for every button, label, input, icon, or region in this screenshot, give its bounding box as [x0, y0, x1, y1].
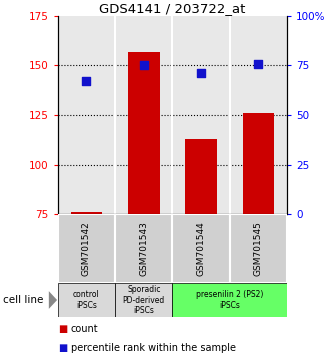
Text: GSM701544: GSM701544 [197, 221, 206, 276]
Text: GSM701545: GSM701545 [254, 221, 263, 276]
Bar [173, 283, 287, 317]
Bar [243, 113, 274, 214]
Text: GSM701542: GSM701542 [82, 221, 91, 276]
Text: GSM701543: GSM701543 [139, 221, 148, 276]
Text: ■: ■ [58, 343, 67, 353]
Text: presenilin 2 (PS2)
iPSCs: presenilin 2 (PS2) iPSCs [196, 290, 263, 310]
Text: control
iPSCs: control iPSCs [73, 290, 100, 310]
Text: cell line: cell line [3, 295, 44, 305]
Point [141, 63, 147, 68]
Bar [230, 214, 287, 283]
Text: percentile rank within the sample: percentile rank within the sample [71, 343, 236, 353]
Title: GDS4141 / 203722_at: GDS4141 / 203722_at [99, 2, 246, 15]
Bar [128, 52, 159, 214]
Bar [115, 214, 173, 283]
Point [198, 70, 204, 76]
Text: ■: ■ [58, 324, 67, 334]
Polygon shape [49, 291, 57, 309]
Point [84, 79, 89, 84]
Bar [173, 214, 230, 283]
Bar [185, 139, 217, 214]
Bar [71, 212, 102, 214]
Bar [58, 214, 115, 283]
Bar [115, 283, 173, 317]
Text: count: count [71, 324, 99, 334]
Point [256, 61, 261, 66]
Text: Sporadic
PD-derived
iPSCs: Sporadic PD-derived iPSCs [123, 285, 165, 315]
Bar [58, 283, 115, 317]
